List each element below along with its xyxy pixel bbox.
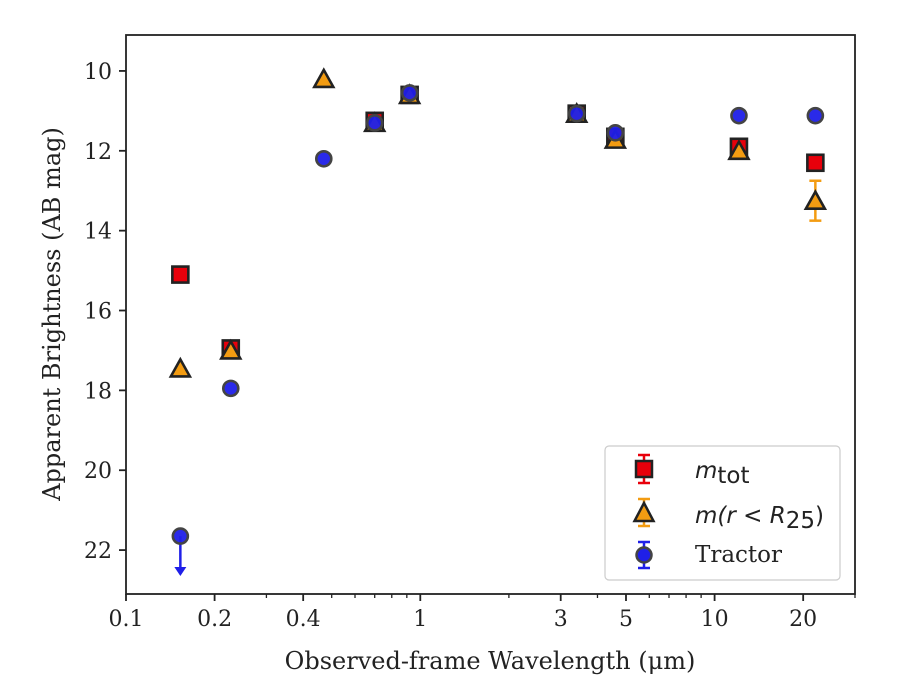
y-tick-label: 20 xyxy=(84,459,112,484)
data-point-triangle xyxy=(312,67,336,89)
x-tick-label: 20 xyxy=(789,607,817,632)
data-point-circle xyxy=(806,106,825,125)
data-point-circle xyxy=(314,149,333,168)
y-axis-label: Apparent Brightness (AB mag) xyxy=(38,127,66,502)
data-point-circle xyxy=(567,104,586,123)
legend-label-m-r-r25: m(r < R25) xyxy=(695,503,824,534)
series-m-tot xyxy=(171,85,825,358)
tick-layer: 0.1 0.2 0.4 1 3 5 10 20 10 12 14 16 18 20 22 xyxy=(84,60,856,632)
data-point-circle xyxy=(400,84,419,102)
y-tick-label: 12 xyxy=(84,140,112,165)
data-point-triangle xyxy=(727,139,751,161)
data-point-triangle xyxy=(803,189,828,211)
legend-box xyxy=(604,445,841,581)
legend-label-mtot: mtot xyxy=(695,458,750,489)
x-axis-label: Observed-frame Wavelength (μm) xyxy=(285,647,696,675)
data-layer xyxy=(168,67,828,577)
upper-limit-arrowhead xyxy=(174,567,187,577)
x-tick-label: 3 xyxy=(554,607,568,632)
legend-label-tractor: Tractor xyxy=(695,542,782,568)
series-tractor xyxy=(171,84,825,577)
legend-marker-mtot xyxy=(634,453,654,485)
data-point-circle xyxy=(171,527,190,545)
legend-marker-m-r-r25 xyxy=(632,497,656,528)
legend-marker-tractor xyxy=(635,540,653,570)
data-point-circle xyxy=(221,379,240,398)
data-point-square xyxy=(806,153,825,173)
x-tick-label: 5 xyxy=(619,607,633,632)
series-m-r-r-25 xyxy=(168,67,828,378)
y-tick-label: 18 xyxy=(84,379,112,404)
data-point-triangle xyxy=(219,338,243,360)
y-tick-label: 14 xyxy=(84,220,112,245)
x-tick-label: 10 xyxy=(701,607,729,632)
legend: mtot m(r < R25) Tractor xyxy=(604,445,841,581)
y-tick-label: 22 xyxy=(84,539,112,564)
data-point-square xyxy=(171,265,190,284)
x-tick-label: 0.1 xyxy=(109,607,144,632)
plot-frame xyxy=(125,34,856,595)
y-tick-label: 16 xyxy=(84,300,112,325)
x-tick-label: 1 xyxy=(413,607,427,632)
data-point-triangle xyxy=(168,356,193,378)
y-tick-label: 10 xyxy=(84,60,112,85)
data-point-circle xyxy=(730,106,748,125)
x-tick-label: 0.2 xyxy=(197,607,232,632)
data-point-circle xyxy=(365,114,384,132)
x-tick-label: 0.4 xyxy=(286,607,321,632)
data-point-circle xyxy=(606,124,625,142)
